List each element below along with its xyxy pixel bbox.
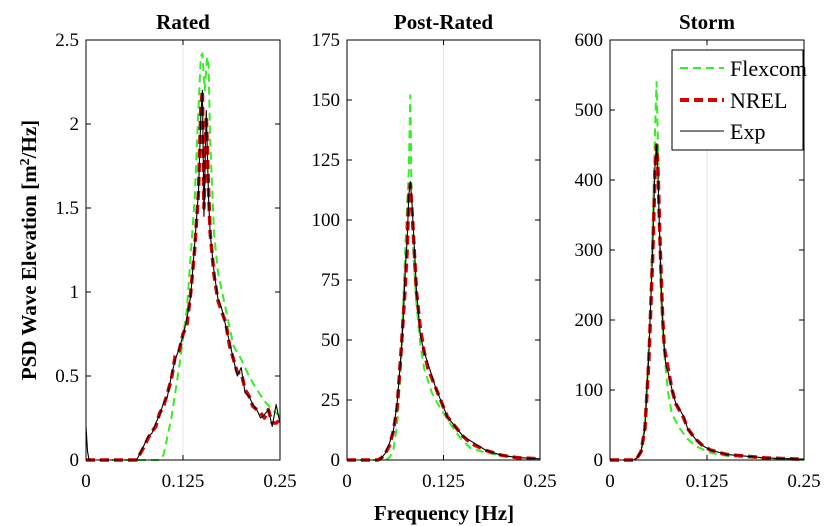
y-tick-label: 200 bbox=[575, 310, 604, 331]
y-tick-label: 100 bbox=[575, 380, 604, 401]
y-tick-label: 50 bbox=[321, 330, 340, 351]
x-tick-label: 0 bbox=[342, 471, 352, 492]
x-tick-label: 0.125 bbox=[162, 471, 205, 492]
y-tick-label: 0 bbox=[70, 450, 80, 471]
y-tick-label: 75 bbox=[321, 270, 340, 291]
x-tick-label: 0.125 bbox=[422, 471, 465, 492]
y-tick-label: 2 bbox=[70, 114, 80, 135]
x-axis-label: Frequency [Hz] bbox=[374, 501, 514, 525]
y-tick-label: 2.5 bbox=[55, 30, 79, 51]
legend: Flexcom NREL Exp bbox=[671, 49, 807, 151]
panel-title: Storm bbox=[679, 10, 735, 34]
y-tick-label: 1 bbox=[70, 282, 80, 303]
series-line-flexcom bbox=[86, 52, 281, 461]
legend-label-nrel: NREL bbox=[730, 88, 787, 113]
y-tick-label: 25 bbox=[321, 390, 340, 411]
series-line-exp bbox=[85, 89, 281, 461]
y-axis-label: PSD Wave Elevation [m2/Hz] bbox=[17, 120, 41, 380]
panel-2: 0 100 200 300 400 500 600 0 0.125 0.25 Storm bbox=[575, 10, 821, 492]
y-tick-label: 0 bbox=[331, 450, 341, 471]
y-tick-label: 175 bbox=[312, 30, 341, 51]
y-tick-label: 100 bbox=[312, 210, 341, 231]
panel-title: Rated bbox=[156, 10, 210, 34]
y-tick-label: 300 bbox=[575, 240, 604, 261]
chart-panels: 0 0.5 1 1.5 2 2.5 0 0.125 0.25 Rated 0 25 50 75 100 125… bbox=[55, 10, 820, 492]
x-tick-label: 0.25 bbox=[263, 471, 296, 492]
x-tick-label: 0 bbox=[81, 471, 91, 492]
panel-title: Post-Rated bbox=[394, 10, 493, 34]
y-tick-label: 150 bbox=[312, 90, 341, 111]
series-line-flexcom bbox=[347, 94, 541, 461]
legend-label-flexcom: Flexcom bbox=[730, 56, 807, 81]
legend-box bbox=[671, 49, 804, 151]
panel-0: 0 0.5 1 1.5 2 2.5 0 0.125 0.25 Rated bbox=[55, 10, 296, 492]
y-tick-label: 600 bbox=[575, 30, 604, 51]
y-tick-label: 0 bbox=[594, 450, 604, 471]
x-tick-label: 0.125 bbox=[686, 471, 729, 492]
y-tick-label: 1.5 bbox=[55, 198, 79, 219]
x-tick-label: 0.25 bbox=[787, 471, 820, 492]
panel-1: 0 25 50 75 100 125 150 175 0 0.125 0.25 Post-Rated bbox=[312, 10, 557, 492]
y-tick-label: 500 bbox=[575, 100, 604, 121]
legend-label-exp: Exp bbox=[730, 119, 765, 144]
y-tick-label: 0.5 bbox=[55, 366, 79, 387]
y-tick-label: 400 bbox=[575, 170, 604, 191]
x-tick-label: 0.25 bbox=[523, 471, 556, 492]
series-line-exp bbox=[347, 181, 541, 461]
x-tick-label: 0 bbox=[605, 471, 615, 492]
y-tick-label: 125 bbox=[312, 150, 341, 171]
series-line-exp bbox=[610, 144, 805, 461]
